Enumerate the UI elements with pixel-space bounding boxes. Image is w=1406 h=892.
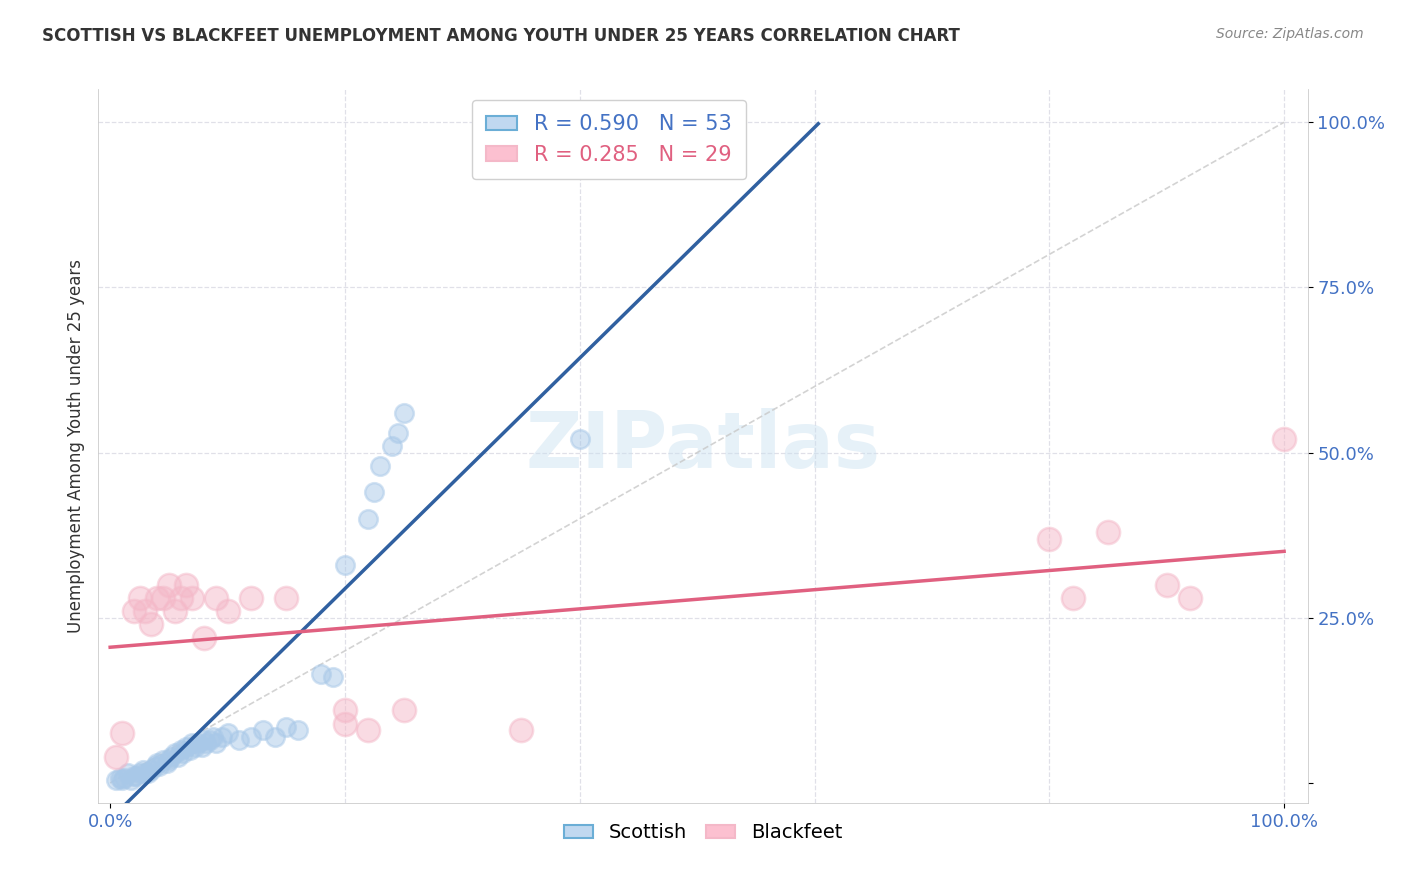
Point bbox=[143, 759, 166, 773]
Point bbox=[381, 439, 404, 453]
Point bbox=[193, 733, 215, 747]
Point bbox=[181, 736, 204, 750]
Point bbox=[169, 591, 191, 605]
Point bbox=[387, 425, 409, 440]
Point bbox=[1180, 591, 1202, 605]
Text: Source: ZipAtlas.com: Source: ZipAtlas.com bbox=[1216, 27, 1364, 41]
Point bbox=[193, 631, 215, 645]
Point bbox=[105, 772, 128, 787]
Point bbox=[169, 743, 191, 757]
Point bbox=[167, 749, 190, 764]
Point bbox=[1097, 524, 1119, 539]
Point bbox=[148, 759, 170, 773]
Point bbox=[195, 736, 218, 750]
Point bbox=[568, 433, 591, 447]
Point bbox=[392, 406, 415, 420]
Point bbox=[1038, 532, 1060, 546]
Point bbox=[183, 739, 205, 754]
Point bbox=[276, 591, 298, 605]
Point bbox=[128, 766, 150, 780]
Point bbox=[187, 736, 209, 750]
Point bbox=[217, 726, 239, 740]
Point bbox=[111, 726, 134, 740]
Point bbox=[510, 723, 533, 738]
Point bbox=[146, 756, 169, 771]
Point bbox=[122, 604, 145, 618]
Point bbox=[160, 749, 183, 764]
Point bbox=[287, 723, 309, 738]
Point bbox=[1156, 578, 1178, 592]
Point bbox=[132, 763, 155, 777]
Point bbox=[128, 591, 150, 605]
Point bbox=[190, 739, 212, 754]
Y-axis label: Unemployment Among Youth under 25 years: Unemployment Among Youth under 25 years bbox=[66, 259, 84, 633]
Point bbox=[1272, 433, 1295, 447]
Text: SCOTTISH VS BLACKFEET UNEMPLOYMENT AMONG YOUTH UNDER 25 YEARS CORRELATION CHART: SCOTTISH VS BLACKFEET UNEMPLOYMENT AMONG… bbox=[42, 27, 960, 45]
Point bbox=[155, 756, 177, 771]
Point bbox=[181, 591, 204, 605]
Point bbox=[112, 771, 135, 785]
Point bbox=[108, 771, 131, 785]
Point bbox=[179, 743, 201, 757]
Point bbox=[240, 591, 263, 605]
Point bbox=[211, 730, 233, 744]
Point bbox=[105, 749, 128, 764]
Point bbox=[111, 772, 134, 787]
Point bbox=[204, 736, 226, 750]
Point bbox=[198, 733, 221, 747]
Point bbox=[141, 617, 163, 632]
Point bbox=[322, 670, 344, 684]
Point bbox=[152, 591, 174, 605]
Point bbox=[333, 558, 356, 572]
Point bbox=[252, 723, 274, 738]
Point bbox=[357, 723, 380, 738]
Point bbox=[357, 511, 380, 525]
Point bbox=[276, 720, 298, 734]
Point bbox=[333, 716, 356, 731]
Point bbox=[157, 578, 180, 592]
Point bbox=[157, 753, 180, 767]
Point bbox=[172, 746, 194, 760]
Point bbox=[176, 739, 198, 754]
Point bbox=[228, 733, 250, 747]
Point bbox=[1062, 591, 1084, 605]
Point bbox=[363, 485, 385, 500]
Point bbox=[141, 763, 163, 777]
Point bbox=[134, 604, 156, 618]
Point bbox=[240, 730, 263, 744]
Point bbox=[204, 591, 226, 605]
Point bbox=[368, 458, 391, 473]
Point bbox=[392, 703, 415, 717]
Text: ZIPatlas: ZIPatlas bbox=[526, 408, 880, 484]
Point bbox=[263, 730, 285, 744]
Point bbox=[146, 591, 169, 605]
Legend: Scottish, Blackfeet: Scottish, Blackfeet bbox=[555, 815, 851, 850]
Point bbox=[163, 604, 186, 618]
Point bbox=[117, 766, 139, 780]
Point bbox=[311, 667, 333, 681]
Point bbox=[176, 578, 198, 592]
Point bbox=[120, 772, 142, 787]
Point bbox=[136, 766, 159, 780]
Point bbox=[163, 746, 186, 760]
Point bbox=[202, 730, 225, 744]
Point bbox=[125, 769, 148, 783]
Point bbox=[152, 753, 174, 767]
Point bbox=[333, 703, 356, 717]
Point bbox=[217, 604, 239, 618]
Point bbox=[134, 766, 156, 780]
Point bbox=[122, 769, 145, 783]
